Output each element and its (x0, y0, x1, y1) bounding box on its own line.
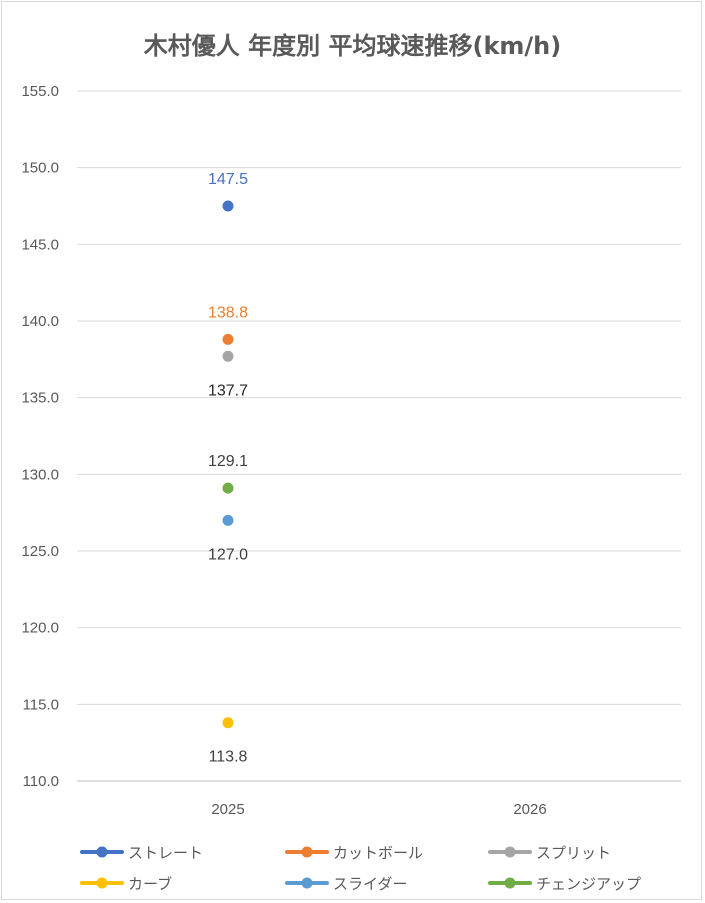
data-point (222, 350, 234, 362)
chart-title: 木村優人 年度別 平均球速推移(km/h) (143, 32, 562, 60)
data-label: 137.7 (208, 382, 248, 399)
y-axis-ticks: 110.0 115.0 120.0 125.0 130.0 135.0 140.0 145.0… (21, 83, 59, 790)
data-label: 129.1 (208, 453, 248, 470)
data-label: 147.5 (208, 171, 248, 188)
y-tick-label: 140.0 (21, 313, 59, 330)
data-point (222, 514, 234, 526)
data-point (222, 333, 234, 345)
data-point (222, 717, 234, 729)
legend-swatch-marker (301, 877, 313, 889)
legend-swatch-marker (96, 846, 108, 858)
gridlines (77, 90, 681, 782)
x-axis-ticks: 2025 2026 (211, 801, 546, 818)
y-tick-label: 130.0 (21, 466, 59, 483)
y-tick-label: 150.0 (21, 160, 59, 177)
data-label: 127.0 (208, 546, 248, 563)
data-point (222, 200, 234, 212)
data-point (222, 482, 234, 494)
legend-swatch-marker (504, 877, 516, 889)
y-tick-label: 115.0 (23, 696, 59, 713)
data-labels: 147.5 138.8 137.7 113.8 127.0 129.1 (208, 171, 248, 766)
data-label: 138.8 (208, 304, 248, 321)
data-points (222, 200, 234, 729)
legend-label: チェンジアップ (536, 875, 641, 893)
y-tick-label: 120.0 (21, 620, 59, 637)
y-tick-label: 135.0 (21, 390, 59, 407)
x-tick-label: 2026 (513, 801, 546, 818)
x-tick-label: 2025 (211, 801, 244, 818)
y-tick-label: 125.0 (21, 543, 59, 560)
legend-swatch-marker (504, 846, 516, 858)
y-tick-label: 110.0 (23, 773, 59, 790)
legend-label: スプリット (536, 844, 611, 862)
y-tick-label: 145.0 (21, 236, 59, 253)
legend-label: ストレート (128, 844, 203, 862)
y-tick-label: 155.0 (21, 83, 59, 100)
legend-swatch-marker (301, 846, 313, 858)
legend-label: カットボール (333, 844, 423, 862)
data-label: 113.8 (209, 749, 248, 766)
legend-swatch-marker (96, 877, 108, 889)
legend-label: スライダー (333, 875, 407, 893)
legend-label: カーブ (128, 875, 172, 893)
